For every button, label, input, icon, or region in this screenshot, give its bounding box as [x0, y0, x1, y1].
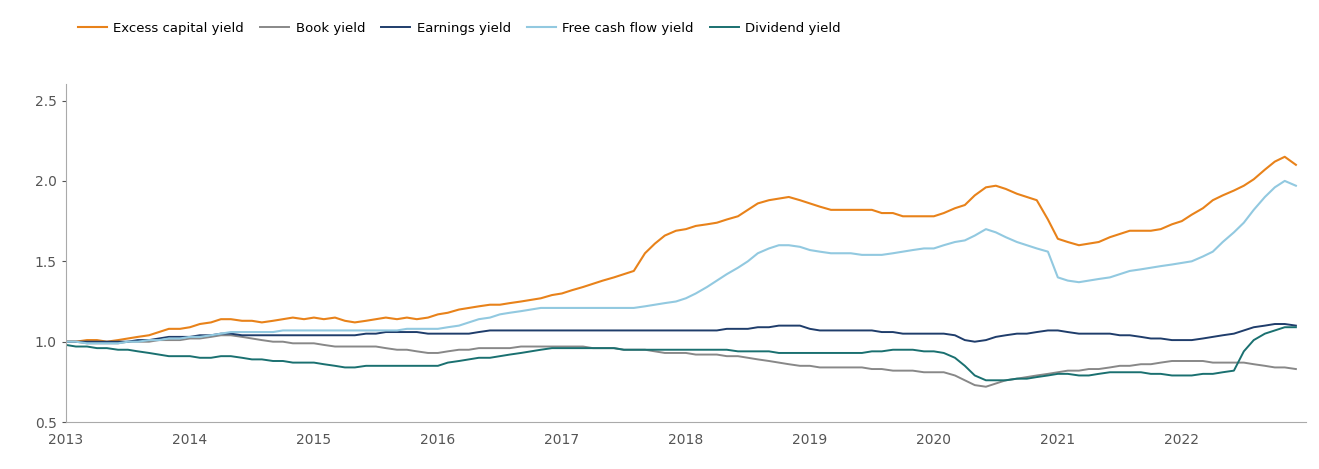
Dividend yield: [1257, 331, 1273, 336]
Free cash flow yield: [398, 326, 414, 332]
Dividend yield: [1277, 325, 1293, 330]
Earnings yield: [389, 329, 405, 335]
Free cash flow yield: [1287, 183, 1303, 189]
Earnings yield: [740, 326, 756, 332]
Excess capital yield: [1277, 154, 1293, 159]
Free cash flow yield: [79, 340, 95, 346]
Book yield: [751, 356, 766, 362]
Book yield: [977, 384, 993, 390]
Dividend yield: [1039, 373, 1055, 378]
Dividend yield: [389, 363, 405, 369]
Dividend yield: [1287, 325, 1303, 330]
Book yield: [398, 347, 414, 353]
Line: Excess capital yield: Excess capital yield: [66, 157, 1295, 342]
Earnings yield: [58, 339, 74, 345]
Line: Dividend yield: Dividend yield: [66, 327, 1295, 380]
Book yield: [1050, 370, 1066, 375]
Free cash flow yield: [1277, 178, 1293, 184]
Earnings yield: [1287, 323, 1303, 328]
Excess capital yield: [740, 207, 756, 212]
Line: Earnings yield: Earnings yield: [66, 324, 1295, 342]
Book yield: [327, 344, 343, 349]
Dividend yield: [905, 347, 921, 353]
Excess capital yield: [58, 339, 74, 345]
Free cash flow yield: [1039, 249, 1055, 255]
Excess capital yield: [389, 317, 405, 322]
Excess capital yield: [1029, 197, 1045, 203]
Earnings yield: [905, 331, 921, 336]
Excess capital yield: [317, 317, 332, 322]
Book yield: [212, 333, 228, 338]
Book yield: [1266, 364, 1282, 370]
Legend: Excess capital yield, Book yield, Earnings yield, Free cash flow yield, Dividend: Excess capital yield, Book yield, Earnin…: [73, 17, 845, 40]
Book yield: [58, 339, 74, 345]
Dividend yield: [740, 348, 756, 354]
Excess capital yield: [905, 213, 921, 219]
Free cash flow yield: [1257, 194, 1273, 200]
Excess capital yield: [1287, 162, 1303, 167]
Line: Free cash flow yield: Free cash flow yield: [66, 181, 1295, 343]
Free cash flow yield: [327, 328, 343, 333]
Excess capital yield: [1246, 176, 1262, 182]
Earnings yield: [1266, 321, 1282, 327]
Earnings yield: [1029, 329, 1045, 335]
Earnings yield: [1246, 325, 1262, 330]
Dividend yield: [317, 362, 332, 367]
Earnings yield: [317, 333, 332, 338]
Free cash flow yield: [58, 339, 74, 345]
Line: Book yield: Book yield: [66, 335, 1295, 387]
Book yield: [915, 370, 931, 375]
Free cash flow yield: [751, 250, 766, 256]
Dividend yield: [977, 378, 993, 383]
Dividend yield: [58, 342, 74, 348]
Free cash flow yield: [915, 246, 931, 251]
Book yield: [1287, 366, 1303, 372]
